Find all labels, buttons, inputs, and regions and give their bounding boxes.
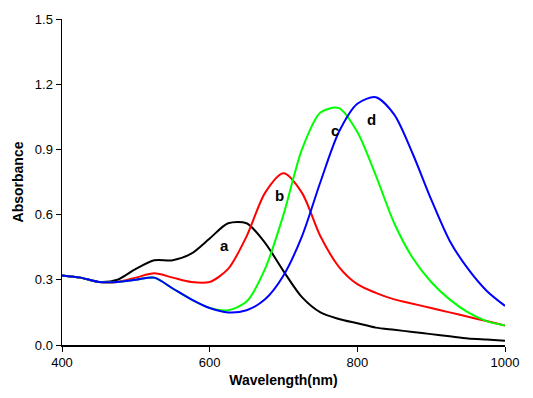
svg-text:600: 600	[199, 355, 221, 370]
svg-text:1.5: 1.5	[35, 12, 53, 27]
svg-text:0.9: 0.9	[35, 142, 53, 157]
svg-text:800: 800	[346, 355, 368, 370]
svg-text:0.0: 0.0	[35, 338, 53, 353]
svg-text:0.3: 0.3	[35, 272, 53, 287]
svg-text:Wavelength(nm): Wavelength(nm)	[229, 372, 337, 388]
svg-text:d: d	[367, 111, 376, 128]
svg-text:1000: 1000	[491, 355, 520, 370]
svg-text:a: a	[220, 237, 229, 254]
svg-text:0.6: 0.6	[35, 207, 53, 222]
svg-text:400: 400	[51, 355, 73, 370]
svg-text:c: c	[331, 122, 339, 139]
svg-text:1.2: 1.2	[35, 77, 53, 92]
svg-text:Absorbance: Absorbance	[10, 141, 26, 222]
svg-text:b: b	[275, 187, 284, 204]
